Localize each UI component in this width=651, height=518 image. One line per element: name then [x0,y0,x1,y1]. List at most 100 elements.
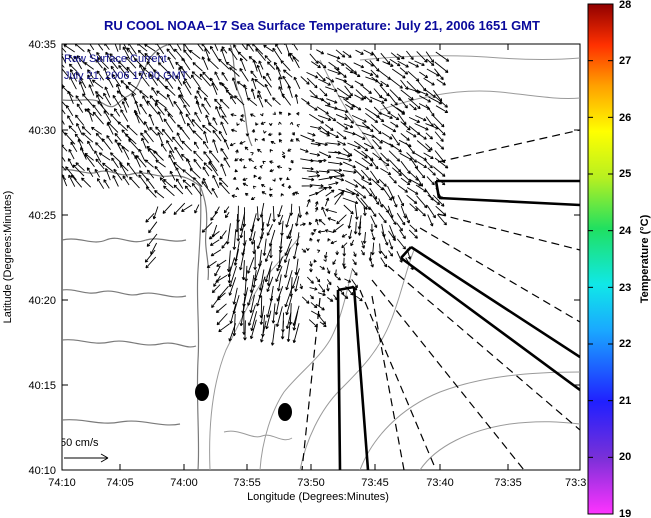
current-vector [353,62,365,69]
current-vector [256,232,265,250]
scale-arrow [64,453,109,463]
current-vector [369,157,379,170]
current-vector [114,132,122,142]
current-vector [272,178,276,182]
current-vector [195,44,204,52]
current-vector [426,205,436,219]
current-vector [325,189,335,197]
current-vector [75,114,85,126]
current-vector [161,128,174,143]
current-vector [408,97,421,110]
current-vector [63,44,75,53]
current-vector [426,58,435,67]
current-vector [78,81,86,95]
current-vector [182,179,192,188]
current-vector [288,167,292,172]
current-vector [389,175,397,184]
current-vector [211,295,222,309]
current-vector [131,151,137,160]
current-vector [240,114,245,118]
current-vector [204,97,211,108]
current-vector [396,222,403,232]
current-vector [326,279,332,286]
current-vector [110,65,121,79]
current-vector [277,205,283,218]
current-vector [126,162,138,177]
current-vector [225,89,235,99]
current-vector [324,251,328,259]
x-tick-label: 74:10 [48,477,76,489]
current-vector [406,187,419,195]
current-vector [354,204,359,220]
current-vector [191,71,202,81]
current-vector [326,98,338,104]
current-vector [184,185,193,195]
current-vector [256,206,261,222]
current-vector [95,59,103,69]
current-vector [135,154,147,168]
current-vector [250,196,256,201]
current-vector [343,294,349,299]
current-vector [251,77,257,90]
current-vector [173,202,186,216]
current-vector [67,158,74,169]
current-vector [390,113,400,121]
current-vector [264,55,272,63]
current-vector [318,170,330,174]
y-axis-labels: 40:35 40:30 40:25 40:20 40:15 40:10 [28,39,56,477]
current-vector [415,115,427,122]
current-vector [137,49,150,62]
current-vector [327,217,336,222]
current-vector [248,158,254,163]
y-tick-label: 40:10 [28,465,56,477]
colorbar-ticks [588,3,613,515]
current-vector [389,58,401,67]
current-vector [257,90,263,99]
colorbar-tick-label: 23 [619,282,631,294]
current-vector [283,258,290,278]
current-vector [255,48,266,61]
current-vector [380,52,391,65]
shipping-lane-southeast [400,245,580,392]
current-vector [69,69,78,82]
current-vector [233,248,240,266]
current-vector [166,140,175,154]
current-vector [128,138,140,151]
current-vector [335,275,342,281]
current-vector [134,58,146,70]
current-vector [192,62,203,72]
current-vector [425,132,434,140]
current-vector [316,239,321,243]
current-vector [266,224,273,236]
current-vector [292,242,299,260]
current-vector [145,186,157,198]
current-vector [372,135,383,144]
current-vector [106,135,113,144]
current-vector [69,76,77,90]
inset-current-label: Raw Surface Current [64,53,167,65]
current-vector [309,268,313,273]
current-vector [294,94,299,104]
current-vector [344,113,354,124]
current-vector [67,90,74,104]
current-vector [388,150,401,162]
current-vector [260,320,267,343]
current-vector [218,177,229,188]
current-vector [381,132,393,140]
current-vector [382,187,393,201]
current-vector [173,184,184,195]
current-vector [62,100,67,107]
current-vector [419,95,431,103]
current-vector [292,323,300,344]
current-vector [319,321,327,328]
current-vector [201,103,210,115]
current-vector [125,85,137,95]
current-vector [164,108,174,118]
current-vector [290,159,294,164]
current-vector [124,133,137,145]
current-vector [97,44,104,51]
colorbar-tick-label: 26 [619,112,631,124]
current-vector [212,117,218,126]
current-vector [211,82,218,95]
current-vector [397,60,409,68]
